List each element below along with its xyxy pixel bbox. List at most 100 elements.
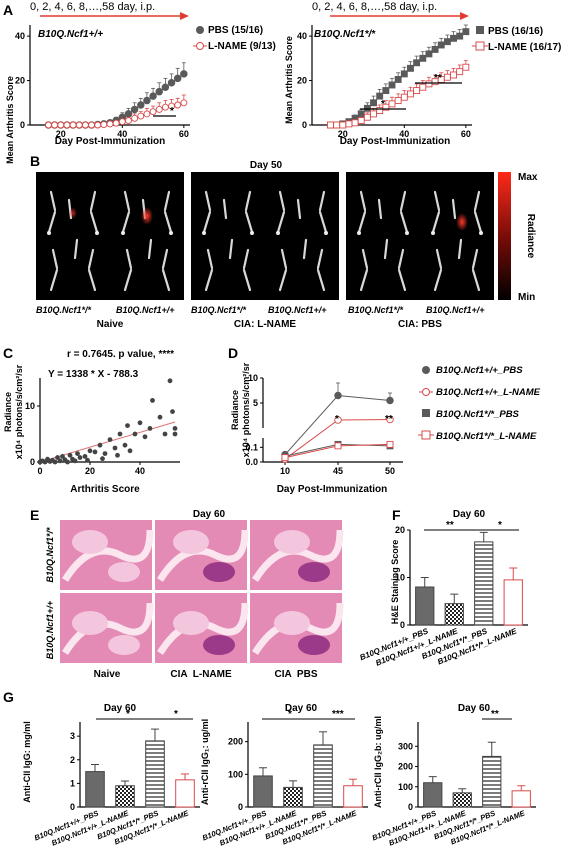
igg1-chart: 0100200B10Q.Ncf1+/+_PBSB10Q.Ncf1+/+_L-NA…: [201, 722, 368, 848]
bar: [85, 771, 105, 808]
imaging-title: Day 50: [250, 160, 283, 171]
y-tick-label: 2: [70, 755, 75, 765]
bone: [296, 198, 302, 220]
y-tick-label: 40: [297, 31, 307, 41]
bone: [280, 248, 288, 270]
joint-space: [62, 602, 154, 655]
scatter-point: [172, 431, 178, 437]
scatter-point: [72, 458, 78, 464]
igg-ylabel: Anti-CII IgG: mg/ml: [22, 721, 32, 803]
legend-right-lname: L-NAME (16/17): [488, 42, 561, 53]
tissue-region: [203, 635, 235, 655]
data-point: [137, 101, 145, 109]
data-point: [388, 100, 396, 108]
legend-right: PBS (16/16) L-NAME (16/17): [472, 26, 561, 53]
scatter-point: [100, 456, 105, 462]
data-point: [161, 83, 170, 91]
sig-right-2: **: [434, 73, 442, 84]
scatter-point: [172, 426, 178, 431]
data-point: [386, 396, 394, 405]
joint: [95, 231, 99, 235]
bone: [242, 268, 252, 292]
bone: [228, 238, 234, 260]
bone: [125, 248, 133, 270]
joint: [479, 231, 483, 235]
tissue-region: [108, 635, 140, 655]
histology-grid: [60, 520, 344, 663]
tissue-region: [203, 562, 235, 582]
data-point: [462, 63, 470, 71]
he-title: Day 60: [453, 509, 486, 520]
data-point: [118, 118, 126, 126]
bone: [244, 210, 254, 234]
data-point: [407, 90, 414, 98]
arthritis-left-ylabel: Mean Arthritis Score: [5, 76, 15, 164]
histology-col-1: Naive: [94, 669, 121, 680]
igg1-sig-1: *: [288, 709, 292, 720]
colorbar-max: Max: [518, 172, 538, 183]
scatter-point: [132, 431, 138, 437]
igg-chart: 0123B10Q.Ncf1+/+_PBSB10Q.Ncf1+/+_L-NAMEB…: [33, 722, 200, 848]
data-point: [386, 440, 394, 448]
x-tick-label: 60: [179, 129, 189, 139]
he-score-chart: 01020B10Q.Ncf1+/+_PBSB10Q.Ncf1+/+_L-NAME…: [359, 525, 528, 668]
bone: [204, 268, 214, 292]
bone: [473, 210, 483, 234]
tissue-region: [108, 562, 140, 582]
bone: [276, 210, 286, 234]
bone: [89, 190, 97, 212]
data-point: [419, 54, 427, 62]
y-tick-label: 20: [15, 76, 25, 86]
bone: [204, 190, 212, 212]
bone: [163, 190, 171, 212]
histology-title: Day 60: [193, 509, 226, 520]
bone: [359, 268, 369, 292]
scatter-point: [57, 458, 63, 464]
arthritis-chart-right: 0 20 40 20 40 60: [297, 24, 472, 139]
panel-d: 5 10 0.1 0.0 10 45 50 Radiance x10⁴ photons/s/…: [230, 362, 541, 495]
bar: [482, 755, 502, 808]
y-tick-label: 10: [25, 401, 35, 411]
radiance-sig-45: *: [335, 414, 339, 425]
data-point: [407, 64, 414, 72]
x-tick-label: 40: [117, 129, 127, 139]
bone: [433, 190, 441, 212]
imaging-label-4: B10Q.Ncf1+/+: [268, 305, 327, 315]
x-tick-label: 45: [333, 466, 343, 476]
bone: [316, 248, 324, 270]
bone: [431, 210, 441, 234]
data-point: [431, 45, 439, 53]
imaging-naive: [36, 172, 184, 300]
radiance-ylabel-1: Radiance: [230, 390, 240, 430]
bone: [377, 198, 383, 220]
bone: [399, 210, 409, 234]
arthritis-chart-left: 0 20 40 20 40 60: [15, 25, 190, 139]
data-point: [400, 93, 408, 101]
imaging-label-2: B10Q.Ncf1+/+: [116, 305, 175, 315]
dosing-arrowhead-right: [460, 12, 469, 20]
bone: [359, 190, 367, 212]
scatter-point: [75, 451, 80, 456]
bar: [343, 785, 363, 808]
data-point: [456, 32, 464, 40]
data-point: [57, 121, 65, 129]
imaging-skeletons: [47, 190, 483, 292]
joint: [324, 231, 328, 235]
panel-e: Day 60 B10Q.Ncf1*/* B10Q.Ncf1+/+ Naive C…: [45, 509, 344, 680]
bone: [318, 210, 328, 234]
igg1-sig-2: ***: [332, 709, 344, 720]
data-point: [363, 104, 371, 112]
imaging-lname: [191, 172, 339, 300]
bone: [123, 268, 133, 292]
signal-pbs: [456, 213, 468, 231]
radiance-xlabel: Day Post-Immunization: [277, 484, 388, 495]
scatter-point: [52, 459, 58, 465]
x-tick-label: 50: [385, 466, 395, 476]
scatter-point: [117, 431, 123, 437]
scatter-point: [85, 457, 90, 463]
data-point: [443, 73, 451, 81]
igg-title: Day 60: [104, 703, 137, 714]
scatter-point: [150, 398, 155, 403]
x-tick-label: 40: [399, 129, 409, 139]
